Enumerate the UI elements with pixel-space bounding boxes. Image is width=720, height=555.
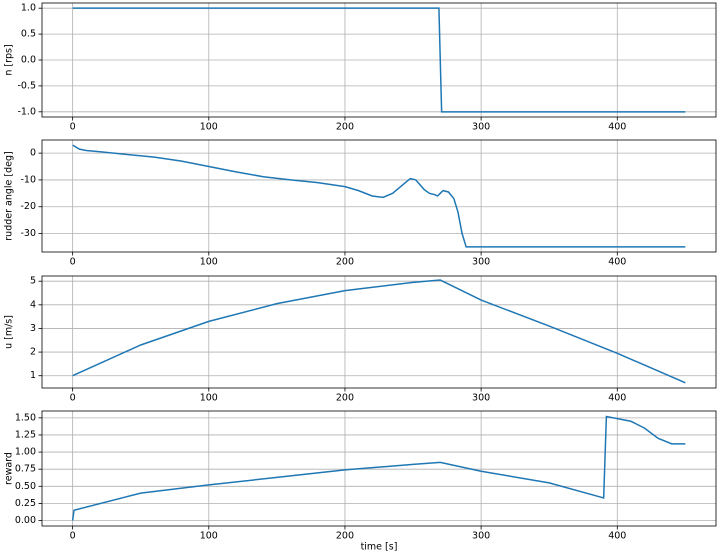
x-tick-label: 0 bbox=[70, 393, 76, 404]
data-line bbox=[72, 7, 686, 113]
y-tick-label: 0.25 bbox=[15, 498, 36, 509]
x-tick-label: 200 bbox=[336, 393, 354, 404]
axes-frame bbox=[41, 139, 717, 253]
y-tick-label: 0.75 bbox=[15, 464, 36, 475]
x-tick-label: 400 bbox=[608, 257, 626, 268]
x-tick-label: 200 bbox=[336, 257, 354, 268]
y-axis-label: rudder angle [deg] bbox=[4, 151, 15, 240]
y-tick-label: 4 bbox=[30, 299, 36, 310]
y-tick-label: 0.00 bbox=[15, 515, 36, 526]
data-line bbox=[72, 144, 686, 248]
x-tick-label: 100 bbox=[200, 393, 218, 404]
data-line bbox=[71, 415, 686, 521]
x-tick-label: 400 bbox=[608, 122, 626, 133]
x-tick-label: 200 bbox=[336, 531, 354, 542]
y-axis-label: n [rps] bbox=[4, 44, 15, 75]
y-tick-label: -10 bbox=[20, 174, 36, 185]
axes-frame bbox=[41, 275, 717, 389]
x-tick-label: 300 bbox=[472, 122, 490, 133]
x-tick-label: 100 bbox=[200, 257, 218, 268]
x-tick-label: 0 bbox=[70, 122, 76, 133]
x-tick-label: 100 bbox=[200, 122, 218, 133]
y-tick-label: 3 bbox=[30, 323, 36, 334]
y-axis-label: u [m/s] bbox=[4, 315, 15, 349]
y-tick-label: 1.50 bbox=[15, 412, 36, 423]
y-tick-label: -0.5 bbox=[17, 80, 36, 91]
axes-frame bbox=[41, 2, 717, 118]
y-tick-label: 0 bbox=[30, 148, 36, 159]
x-tick-label: 100 bbox=[200, 531, 218, 542]
y-tick-label: 0.0 bbox=[21, 55, 36, 66]
axes-frame bbox=[41, 410, 717, 527]
y-tick-label: 0.5 bbox=[21, 29, 36, 40]
y-tick-label: 2 bbox=[30, 347, 36, 358]
x-tick-label: 200 bbox=[336, 122, 354, 133]
y-tick-label: 0.50 bbox=[15, 481, 36, 492]
data-line bbox=[72, 279, 686, 384]
x-axis-label: time [s] bbox=[361, 542, 398, 553]
y-tick-label: -30 bbox=[20, 228, 36, 239]
y-tick-label: -1.0 bbox=[17, 106, 36, 117]
y-tick-label: 5 bbox=[30, 276, 36, 287]
y-tick-label: 1.0 bbox=[21, 3, 36, 14]
x-tick-label: 300 bbox=[472, 393, 490, 404]
x-tick-label: 300 bbox=[472, 531, 490, 542]
y-tick-label: 1.00 bbox=[15, 447, 36, 458]
y-tick-label: 1 bbox=[30, 370, 36, 381]
x-tick-label: 400 bbox=[608, 531, 626, 542]
y-axis-label: reward bbox=[4, 452, 15, 485]
x-tick-label: 400 bbox=[608, 393, 626, 404]
y-tick-label: 1.25 bbox=[15, 429, 36, 440]
x-tick-label: 0 bbox=[70, 531, 76, 542]
x-tick-label: 300 bbox=[472, 257, 490, 268]
y-tick-label: -20 bbox=[20, 201, 36, 212]
x-tick-label: 0 bbox=[70, 257, 76, 268]
